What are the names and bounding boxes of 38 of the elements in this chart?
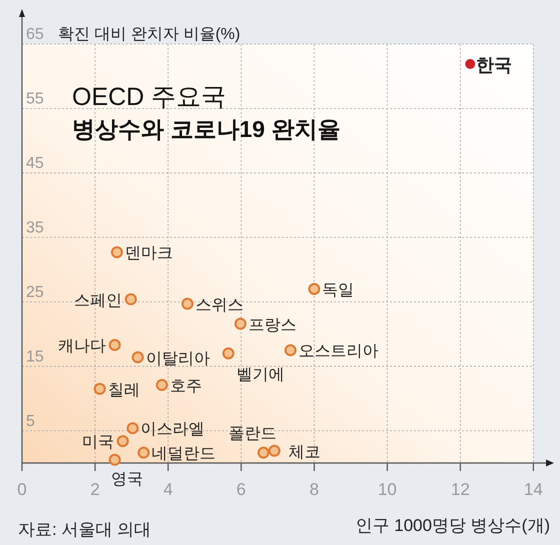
x-tick-label: 2 bbox=[90, 480, 100, 499]
annotation: 호주 bbox=[170, 378, 202, 396]
annotation: 덴마크 bbox=[124, 245, 173, 262]
x-tick-label: 4 bbox=[163, 480, 173, 499]
annotation: 칠레 bbox=[108, 382, 140, 399]
x-tick-label: 6 bbox=[236, 480, 246, 499]
y-tick-label: 65 bbox=[26, 26, 44, 44]
annotation: 미국 bbox=[82, 434, 114, 452]
annotation: 이스라엘 bbox=[140, 421, 205, 438]
annotation: 스위스 bbox=[195, 296, 244, 314]
y-tick-label: 15 bbox=[26, 348, 44, 366]
x-axis-title: 인구 1000명당 병상수(개) bbox=[355, 516, 550, 535]
annotation: 네덜란드 bbox=[152, 446, 216, 463]
annotation: 영국 bbox=[110, 470, 143, 488]
x-tick-label: 14 bbox=[524, 480, 543, 499]
annotation: 이탈리아 bbox=[146, 350, 210, 368]
text: 자료: 서울대 의대 bbox=[18, 520, 152, 539]
text: 병상수와 코로나19 완치율 bbox=[72, 116, 340, 142]
annotation: 스페인 bbox=[74, 292, 122, 310]
y-axis-title: 확진 대비 완치자 비율(%) bbox=[58, 26, 240, 44]
annotation: 캐나다 bbox=[58, 338, 106, 356]
text: OECD 주요국 bbox=[72, 83, 226, 111]
y-tick-label: 55 bbox=[26, 90, 44, 108]
x-tick-label: 12 bbox=[450, 480, 470, 499]
x-tick-label: 8 bbox=[309, 480, 319, 499]
annotation: 폴란드 bbox=[228, 426, 276, 443]
annotation: 프랑스 bbox=[248, 316, 296, 334]
annotation: 벨기에 bbox=[236, 366, 284, 384]
annotation: 한국 bbox=[476, 54, 512, 75]
annotation: 오스트리아 bbox=[298, 343, 378, 360]
x-tick-label: 0 bbox=[17, 480, 27, 499]
annotation: 독일 bbox=[322, 282, 354, 299]
x-tick-label: 10 bbox=[378, 480, 397, 499]
y-tick-label: 25 bbox=[26, 284, 44, 301]
annotation: 체코 bbox=[288, 444, 320, 461]
y-tick-label: 5 bbox=[26, 412, 35, 430]
y-tick-label: 45 bbox=[26, 154, 44, 172]
y-tick-label: 35 bbox=[26, 219, 44, 236]
